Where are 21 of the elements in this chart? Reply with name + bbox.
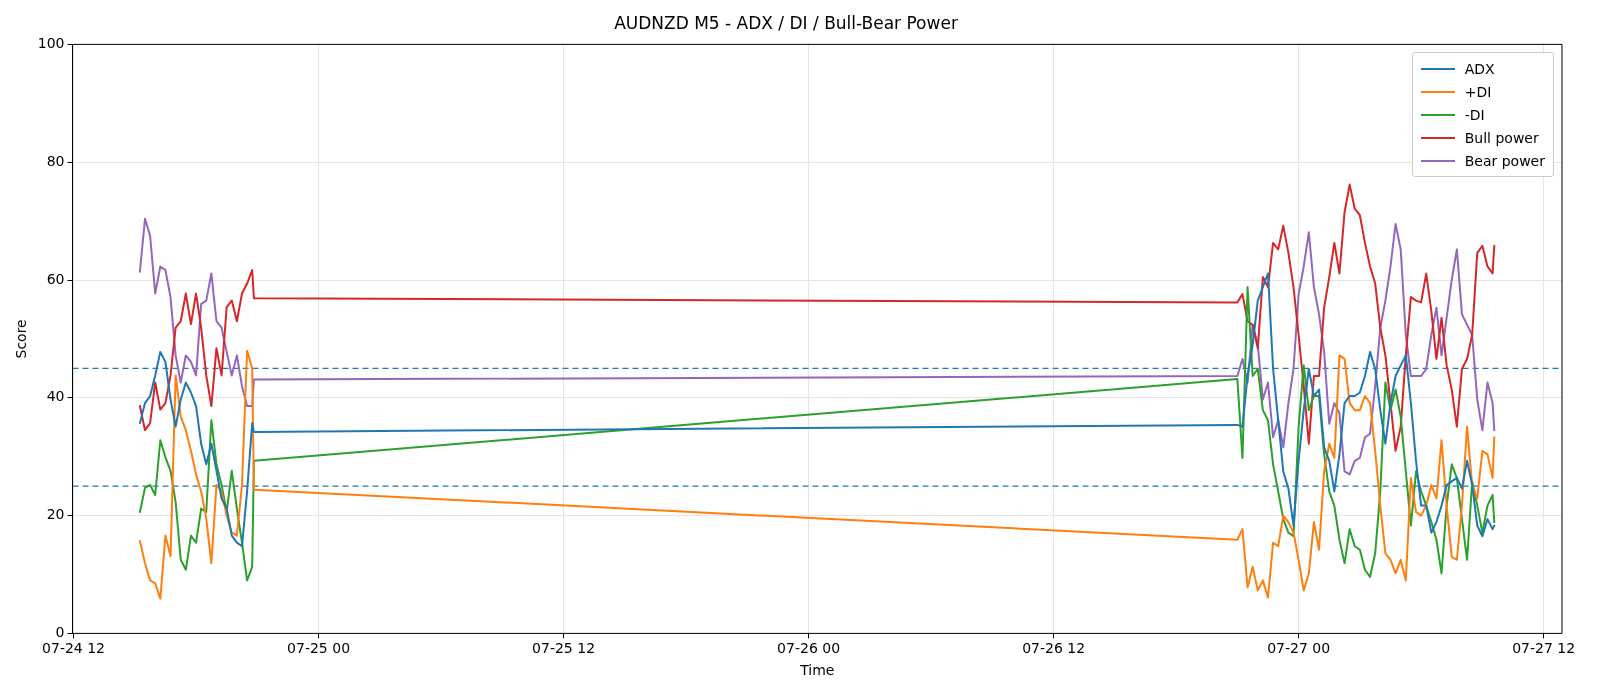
chart-title: AUDNZD M5 - ADX / DI / Bull-Bear Power	[614, 12, 958, 33]
x-tick-label: 07-27 00	[1267, 640, 1331, 657]
x-tick-label: 07-24 12	[42, 640, 106, 657]
legend-label: ADX	[1464, 60, 1495, 77]
x-tick-label: 07-25 12	[532, 640, 596, 657]
x-tick-label: 07-26 00	[777, 640, 841, 657]
y-axis-title: Score	[13, 319, 30, 359]
legend-label: +DI	[1464, 83, 1492, 100]
x-tick-label: 07-25 00	[287, 640, 351, 657]
legend-label: -DI	[1464, 106, 1485, 123]
x-tick-label: 07-26 12	[1022, 640, 1086, 657]
y-tick-label: 100	[37, 35, 65, 52]
y-tick-label: 80	[46, 152, 65, 169]
y-tick-label: 20	[46, 506, 65, 523]
x-axis-title: Time	[799, 662, 835, 679]
y-tick-label: 0	[55, 624, 65, 641]
y-tick-label: 40	[46, 388, 65, 405]
legend-label: Bull power	[1464, 129, 1539, 146]
legend-label: Bear power	[1464, 152, 1545, 169]
y-tick-label: 60	[46, 270, 65, 287]
x-tick-label: 07-27 12	[1512, 640, 1576, 657]
